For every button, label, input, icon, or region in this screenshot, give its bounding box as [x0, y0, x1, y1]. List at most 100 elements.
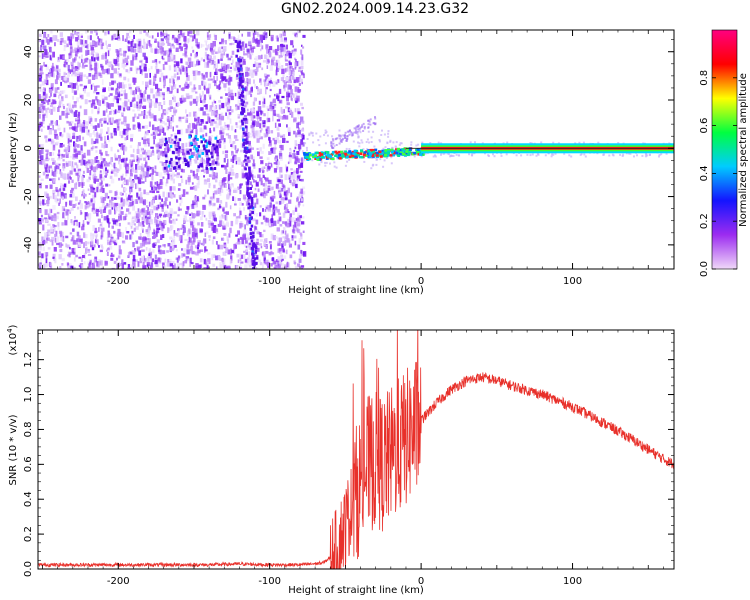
spectrogram-cell [135, 259, 138, 262]
spectrogram-cell [115, 88, 119, 91]
spectrogram-cell [122, 216, 126, 221]
spectrogram-cell [229, 66, 232, 69]
spectrogram-cell [72, 203, 76, 208]
spectrogram-cell [293, 79, 296, 84]
spectrogram-cell [294, 207, 298, 212]
spectrogram-cell [195, 152, 198, 156]
spectrogram-cell [167, 204, 169, 209]
spectrogram-cell [98, 100, 102, 106]
spectrogram-cell [108, 117, 111, 123]
spectrogram-cell [244, 86, 248, 92]
tone-halo-cell [520, 154, 523, 157]
spectrogram-streak-cell [239, 76, 243, 80]
spectrogram-cell [165, 213, 168, 217]
spectrogram-streak-cell [244, 154, 247, 158]
tone-plume-cell [351, 132, 354, 135]
spectrogram-cell [218, 100, 221, 103]
tone-halo-cell [394, 145, 397, 148]
spectrogram-streak-cell [237, 67, 240, 71]
spectrogram-cell [178, 42, 182, 46]
spectrogram-cell [157, 204, 160, 209]
spectrogram-cell [252, 131, 255, 137]
spectrogram-cell [100, 179, 103, 185]
spectrogram-streak-cell [244, 125, 248, 129]
spectrogram-cell [55, 230, 58, 237]
spectrogram-cell [69, 246, 71, 250]
spectrogram-cell [80, 159, 83, 166]
spectrogram-cell [239, 125, 243, 130]
spectrogram-cell [240, 223, 244, 228]
spectrogram-cell [208, 117, 211, 124]
spectrogram-streak-cell [251, 235, 254, 239]
spectrogram-cell [91, 207, 95, 212]
spectrogram-cell [152, 131, 155, 135]
spectrogram-cell [301, 81, 303, 85]
spectrogram-cell [84, 216, 87, 220]
tone-halo-cell [552, 141, 555, 144]
spectrogram-cell [225, 112, 227, 116]
spectrogram-cell [181, 253, 184, 258]
spectrogram-cell [213, 75, 215, 81]
spectrogram-streak-cell [252, 242, 256, 246]
spectrogram-cell [244, 173, 246, 178]
spectrogram-cell [155, 143, 159, 148]
spectrogram-cell [231, 150, 233, 154]
spectrogram-cell [290, 95, 293, 101]
spectrogram-cell [90, 232, 93, 237]
spectrogram-cell [162, 57, 165, 61]
spectrogram-cell [58, 267, 62, 269]
spectrogram-cell [285, 63, 289, 66]
spectrogram-cell [185, 128, 189, 134]
tone-halo-cell [437, 141, 440, 144]
spectrogram-cell [264, 238, 268, 241]
spectrogram-cell [100, 155, 102, 160]
spectrogram-cell [280, 254, 284, 258]
spectrogram-cell [153, 234, 157, 239]
spectrogram-cell [57, 87, 60, 90]
spectrogram-cell [52, 253, 56, 260]
spectrogram-cell [43, 98, 46, 101]
spectrogram-cell [281, 65, 284, 68]
spectrogram-cell [142, 207, 146, 213]
spectrogram-cell [126, 166, 130, 170]
spectrogram-cell [226, 236, 229, 241]
spectrogram-cell [138, 250, 142, 256]
spectrogram-cell [112, 254, 115, 257]
spectrogram-cell [41, 253, 44, 259]
spectrogram-cell [183, 225, 186, 229]
spectrogram-cell [243, 114, 247, 117]
spectrogram-cell [46, 151, 49, 155]
spectrogram-cell [39, 264, 42, 269]
spectrogram-cell [91, 189, 94, 192]
spectrogram-cell [50, 86, 54, 91]
spectrogram-cell [107, 50, 110, 57]
spectrogram-cell [219, 185, 223, 190]
tone-halo-cell [320, 161, 323, 164]
tone-halo-cell [352, 140, 355, 143]
spectrogram-cell [159, 161, 163, 164]
spectrogram-cell [38, 55, 41, 58]
spectrogram-cell [204, 81, 207, 86]
spectrogram-cell [282, 74, 285, 79]
spectrogram-cell [49, 212, 52, 217]
spectrogram-cell [211, 111, 215, 116]
spectrogram-cell [287, 84, 291, 90]
spectrogram-cell [266, 190, 270, 194]
spectrogram-cell [143, 63, 147, 70]
spectrogram-cell [206, 113, 210, 116]
spectrogram-cell [100, 222, 103, 226]
spectrogram-cell [298, 201, 300, 205]
spectrogram-cell [112, 111, 114, 114]
spectrogram-cell [300, 234, 303, 237]
spectrogram-cell [124, 101, 128, 107]
spectrogram-cell [273, 168, 277, 173]
spectrogram-cell [223, 46, 227, 52]
spectrogram-cell [39, 160, 42, 165]
spectrogram-cell [265, 238, 268, 244]
spectrogram-cell [145, 43, 148, 49]
spectrogram-cell [141, 163, 143, 167]
spectrogram-cluster-cell [171, 150, 175, 154]
spectrogram-cell [126, 179, 129, 186]
spectrogram-cell [59, 115, 62, 120]
